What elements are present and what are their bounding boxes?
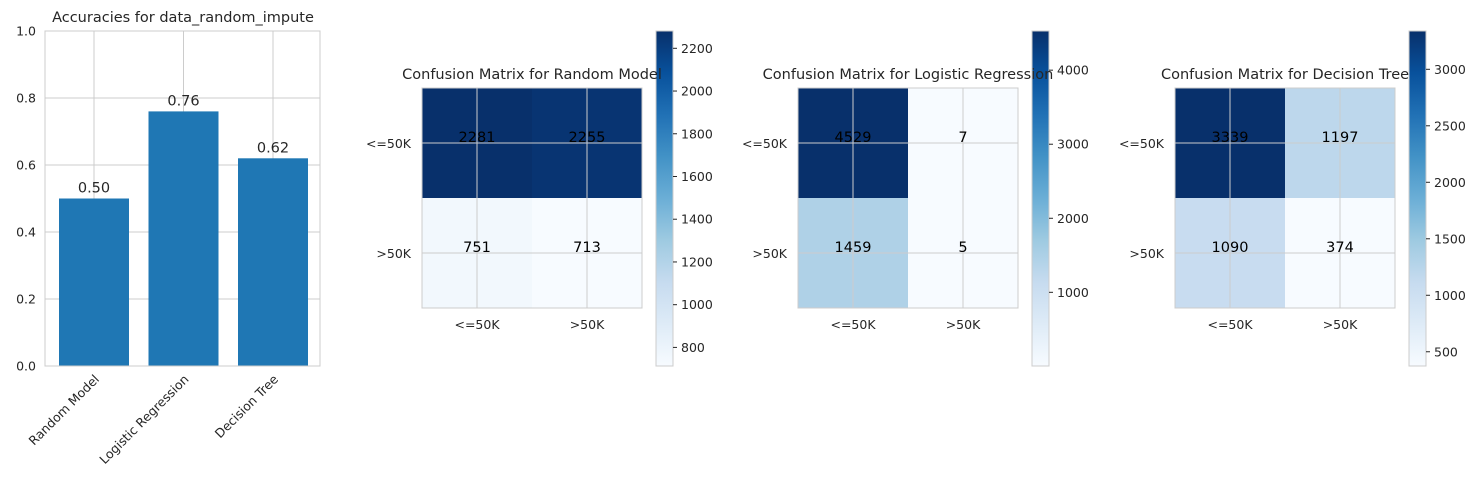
heatmap-frame xyxy=(421,87,643,309)
heatmap-cell-value: 5 xyxy=(958,240,967,256)
bar-value-label: 0.76 xyxy=(167,93,199,109)
heatmap-y-tick-label: >50K xyxy=(1129,246,1164,261)
heatmap-title-logistic-regression: Confusion Matrix for Logistic Regression xyxy=(763,67,1054,83)
colorbar-tick-label: 1600 xyxy=(681,169,713,184)
bar-y-tick-label: 1.0 xyxy=(16,24,36,39)
colorbar-tick-label: 3000 xyxy=(1434,62,1466,77)
colorbar-tick-label: 1500 xyxy=(1434,231,1466,246)
bar-y-tick-label: 0.8 xyxy=(16,91,36,106)
bar-y-tick-label: 0.6 xyxy=(16,158,36,173)
colorbar-tick-label: 1000 xyxy=(1434,288,1466,303)
colorbar-tick-label: 2000 xyxy=(681,84,713,99)
heatmap-frame xyxy=(1174,87,1396,309)
colorbar-tick-label: 1000 xyxy=(1057,285,1089,300)
colorbar-tick-label: 4000 xyxy=(1057,63,1089,78)
heatmap-title-random-model: Confusion Matrix for Random Model xyxy=(402,67,662,83)
confusion-matrix-random-model: 2281 2255 751 713 <=50K >50K <=50K >50K 800 1000 1… xyxy=(366,30,713,367)
heatmap-y-tick-label: >50K xyxy=(752,246,787,261)
confusion-matrix-logistic-regression: 4529 7 1459 5 <=50K >50K <=50K >50K 1000 2000 3000… xyxy=(742,30,1089,367)
colorbar-tick-label: 1000 xyxy=(681,297,713,312)
heatmap-x-tick-label: >50K xyxy=(946,317,981,332)
bar-chart-title: Accuracies for data_random_impute xyxy=(52,10,314,26)
colorbar-tick-label: 3000 xyxy=(1057,137,1089,152)
heatmap-cell-value: 374 xyxy=(1326,240,1354,256)
heatmap-cell-value: 7 xyxy=(958,130,967,146)
bar-category-label: Random Model xyxy=(26,372,103,449)
confusion-matrix-decision-tree: 3339 1197 1090 374 <=50K >50K <=50K >50K 500 1000… xyxy=(1119,30,1466,367)
heatmap-frame xyxy=(797,87,1019,309)
heatmap-cell-value: 2255 xyxy=(569,130,606,146)
bar-y-tick-label: 0.4 xyxy=(16,225,36,240)
heatmap-x-tick-label: >50K xyxy=(570,317,605,332)
heatmap-y-tick-label: <=50K xyxy=(1119,136,1165,151)
heatmap-title-decision-tree: Confusion Matrix for Decision Tree xyxy=(1161,67,1409,83)
heatmap-cell-value: 3339 xyxy=(1212,130,1249,146)
bar-plot-frame xyxy=(44,30,321,367)
colorbar-tick-label: 1400 xyxy=(681,212,713,227)
heatmap-cell-value: 4529 xyxy=(835,130,872,146)
bar-category-label: Logistic Regression xyxy=(96,372,191,467)
colorbar-tick-label: 1200 xyxy=(681,254,713,269)
accuracy-bar xyxy=(238,158,308,366)
colorbar-tick-label: 800 xyxy=(681,340,705,355)
heatmap-cell-value: 2281 xyxy=(459,130,496,146)
bar-category-label: Decision Tree xyxy=(212,371,282,441)
colorbar-tick-label: 2200 xyxy=(681,41,713,56)
heatmap-cell-value: 713 xyxy=(573,240,601,256)
bar-y-tick-label: 0.0 xyxy=(16,359,36,374)
heatmap-cell-value: 1197 xyxy=(1322,130,1359,146)
heatmap-y-tick-label: <=50K xyxy=(366,136,412,151)
heatmap-y-tick-label: >50K xyxy=(376,246,411,261)
colorbar xyxy=(1031,30,1050,367)
accuracy-bar xyxy=(59,198,129,366)
heatmap-cell-value: 751 xyxy=(463,240,491,256)
colorbar-tick-label: 2500 xyxy=(1434,118,1466,133)
colorbar-tick-label: 2000 xyxy=(1434,175,1466,190)
bar-y-tick-label: 0.2 xyxy=(16,292,36,307)
colorbar xyxy=(655,30,674,367)
heatmap-cell-value: 1459 xyxy=(835,240,872,256)
colorbar-tick-label: 500 xyxy=(1434,344,1458,359)
accuracy-bar xyxy=(148,111,219,367)
heatmap-x-tick-label: <=50K xyxy=(830,317,876,332)
heatmap-y-tick-label: <=50K xyxy=(742,136,788,151)
heatmap-x-tick-label: <=50K xyxy=(454,317,500,332)
bar-value-label: 0.62 xyxy=(257,140,289,156)
heatmap-cell-value: 1090 xyxy=(1212,240,1249,256)
accuracy-bar-chart: Accuracies for data_random_impute 0.0 0.2… xyxy=(16,10,321,467)
colorbar-tick-label: 1800 xyxy=(681,126,713,141)
colorbar xyxy=(1408,30,1427,367)
bar-value-label: 0.50 xyxy=(78,181,110,197)
heatmap-x-tick-label: <=50K xyxy=(1207,317,1253,332)
colorbar-tick-label: 2000 xyxy=(1057,211,1089,226)
heatmap-x-tick-label: >50K xyxy=(1323,317,1358,332)
